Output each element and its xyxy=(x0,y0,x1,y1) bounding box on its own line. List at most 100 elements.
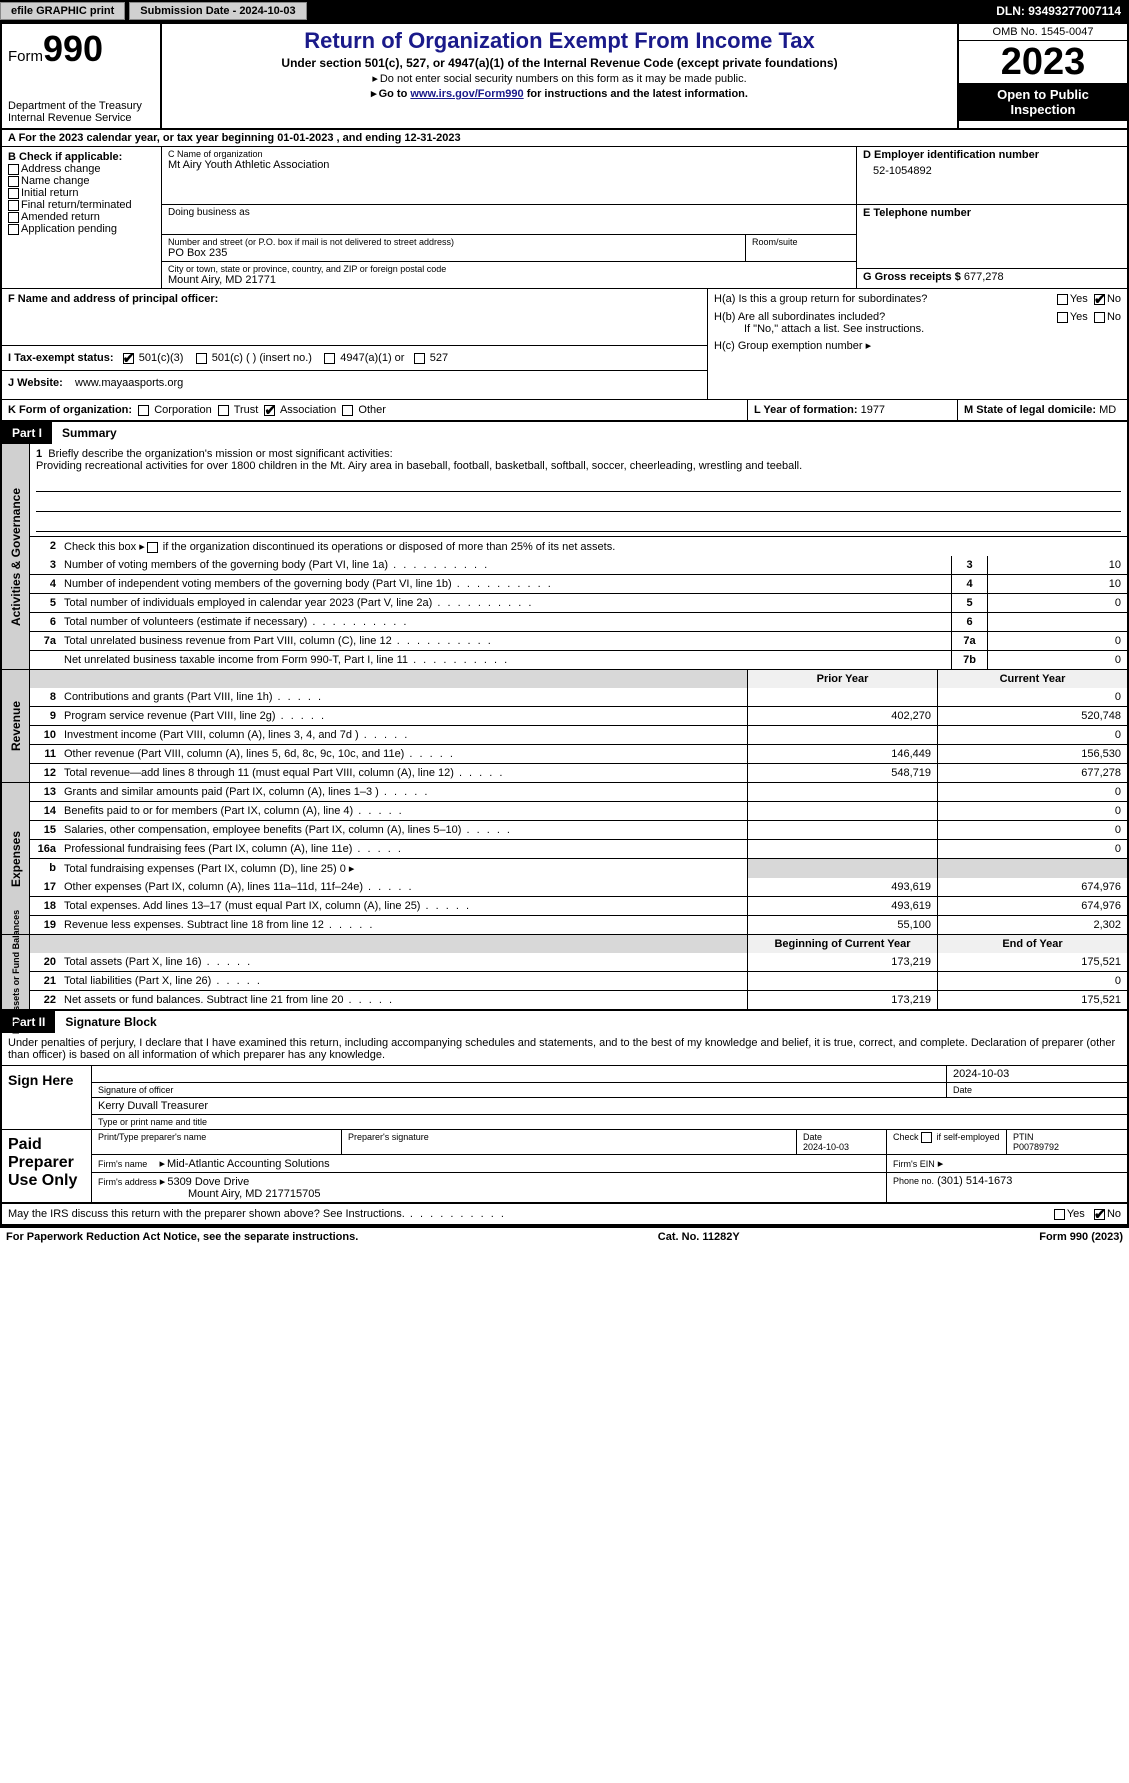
hb-yes[interactable] xyxy=(1057,312,1068,323)
line-text: Contributions and grants (Part VIII, lin… xyxy=(60,688,747,706)
line-text: Total unrelated business revenue from Pa… xyxy=(60,632,951,650)
cb-self-employed[interactable] xyxy=(921,1132,932,1143)
d-ein-value: 52-1054892 xyxy=(863,161,1121,177)
section-fh: F Name and address of principal officer:… xyxy=(2,289,1127,400)
cb-final-return[interactable]: Final return/terminated xyxy=(8,199,155,211)
form-number: Form990 xyxy=(8,28,154,70)
line-text: Number of independent voting members of … xyxy=(60,575,951,593)
part1-bar: Part I Summary xyxy=(2,422,1127,444)
current-year-value: 0 xyxy=(937,783,1127,801)
cb-application-pending[interactable]: Application pending xyxy=(8,223,155,235)
m-label: M State of legal domicile: xyxy=(964,404,1096,416)
line-value: 0 xyxy=(987,594,1127,612)
ha-row: H(a) Is this a group return for subordin… xyxy=(714,293,1121,305)
current-year-value: 674,976 xyxy=(937,878,1127,896)
sig-date: 2024-10-03 xyxy=(947,1066,1127,1082)
room-label: Room/suite xyxy=(752,237,850,247)
current-year-value: 175,521 xyxy=(937,953,1127,971)
line-text: Benefits paid to or for members (Part IX… xyxy=(60,802,747,820)
side-rev: Revenue xyxy=(9,701,23,751)
type-name-label: Type or print name and title xyxy=(92,1115,1127,1129)
col-current-year: Current Year xyxy=(937,670,1127,688)
line-text: Net unrelated business taxable income fr… xyxy=(60,651,951,669)
prior-year-value xyxy=(747,726,937,744)
line-box: 7a xyxy=(951,632,987,650)
irs-link[interactable]: www.irs.gov/Form990 xyxy=(410,88,523,100)
side-exp: Expenses xyxy=(9,830,23,886)
line-text: Salaries, other compensation, employee b… xyxy=(60,821,747,839)
cb-501c[interactable] xyxy=(196,353,207,364)
line-box: 4 xyxy=(951,575,987,593)
prep-date: 2024-10-03 xyxy=(803,1142,849,1152)
ptin-label: PTIN xyxy=(1013,1132,1034,1142)
side-net: Net Assets or Fund Balances xyxy=(11,910,21,1034)
prior-year-value xyxy=(747,840,937,858)
cb-corp[interactable] xyxy=(138,405,149,416)
cb-amended-return[interactable]: Amended return xyxy=(8,211,155,223)
part2-bar: Part II Signature Block xyxy=(2,1011,1127,1033)
part2-title: Signature Block xyxy=(55,1011,1127,1033)
discuss-no[interactable] xyxy=(1094,1209,1105,1220)
paid-preparer-label: Paid Preparer Use Only xyxy=(2,1130,92,1202)
street-label: Number and street (or P.O. box if mail i… xyxy=(168,237,739,247)
cb-trust[interactable] xyxy=(218,405,229,416)
instructions-link-row: Go to www.irs.gov/Form990 for instructio… xyxy=(170,87,949,100)
ha-yes[interactable] xyxy=(1057,294,1068,305)
street-value: PO Box 235 xyxy=(168,247,739,259)
efile-print-button[interactable]: efile GRAPHIC print xyxy=(0,2,125,20)
topbar: efile GRAPHIC print Submission Date - 20… xyxy=(0,0,1129,22)
current-year-value: 677,278 xyxy=(937,764,1127,782)
k-label: K Form of organization: xyxy=(8,404,132,416)
irs-label: Internal Revenue Service xyxy=(8,112,154,124)
cb-527[interactable] xyxy=(414,353,425,364)
current-year-value: 2,302 xyxy=(937,916,1127,934)
c-name-label: C Name of organization xyxy=(168,149,850,159)
org-name: Mt Airy Youth Athletic Association xyxy=(168,159,850,171)
line-text: Professional fundraising fees (Part IX, … xyxy=(60,840,747,858)
line-text: Total revenue—add lines 8 through 11 (mu… xyxy=(60,764,747,782)
line-text: Total assets (Part X, line 16) xyxy=(60,953,747,971)
l-label: L Year of formation: xyxy=(754,404,858,416)
prep-sig-label: Preparer's signature xyxy=(342,1130,797,1154)
line-box: 7b xyxy=(951,651,987,669)
check-self-employed: Check if self-employed xyxy=(887,1130,1007,1154)
section-revenue: Revenue Prior Year Current Year 8 Contri… xyxy=(2,670,1127,783)
cb-discontinued[interactable] xyxy=(147,542,158,553)
hb2-row: If "No," attach a list. See instructions… xyxy=(714,323,1121,335)
col-eoy: End of Year xyxy=(937,935,1127,953)
discuss-row: May the IRS discuss this return with the… xyxy=(2,1204,1127,1226)
line-text: Total liabilities (Part X, line 26) xyxy=(60,972,747,990)
firm-addr2: Mount Airy, MD 217715705 xyxy=(188,1188,320,1200)
line-box: 5 xyxy=(951,594,987,612)
cb-other[interactable] xyxy=(342,405,353,416)
cb-501c3[interactable] xyxy=(123,353,134,364)
submission-date-button[interactable]: Submission Date - 2024-10-03 xyxy=(129,2,306,20)
row-klm: K Form of organization: Corporation Trus… xyxy=(2,400,1127,422)
b-header: B Check if applicable: xyxy=(8,151,155,163)
current-year-value: 674,976 xyxy=(937,897,1127,915)
officer-name: Kerry Duvall Treasurer xyxy=(92,1098,1127,1114)
m-value: MD xyxy=(1099,404,1116,416)
cb-initial-return[interactable]: Initial return xyxy=(8,187,155,199)
current-year-value: 0 xyxy=(937,840,1127,858)
discuss-yes[interactable] xyxy=(1054,1209,1065,1220)
line-text: Total number of volunteers (estimate if … xyxy=(60,613,951,631)
form-frame: Form990 Department of the Treasury Inter… xyxy=(0,22,1129,1228)
cb-assoc[interactable] xyxy=(264,405,275,416)
line-value: 10 xyxy=(987,575,1127,593)
current-year-value: 0 xyxy=(937,726,1127,744)
l2-text: Check this box if the organization disco… xyxy=(60,537,1127,556)
hb-no[interactable] xyxy=(1094,312,1105,323)
line-text: Total expenses. Add lines 13–17 (must eq… xyxy=(60,897,747,915)
firm-ein-label: Firm's EIN xyxy=(893,1159,935,1169)
line-box: 6 xyxy=(951,613,987,631)
current-year-value: 156,530 xyxy=(937,745,1127,763)
line-value: 0 xyxy=(987,651,1127,669)
cb-address-change[interactable]: Address change xyxy=(8,163,155,175)
cb-4947[interactable] xyxy=(324,353,335,364)
ha-no[interactable] xyxy=(1094,294,1105,305)
form-subtitle: Under section 501(c), 527, or 4947(a)(1)… xyxy=(170,56,949,70)
f-officer-label: F Name and address of principal officer: xyxy=(8,293,701,305)
section-bcdefg: B Check if applicable: Address change Na… xyxy=(2,147,1127,289)
cb-name-change[interactable]: Name change xyxy=(8,175,155,187)
